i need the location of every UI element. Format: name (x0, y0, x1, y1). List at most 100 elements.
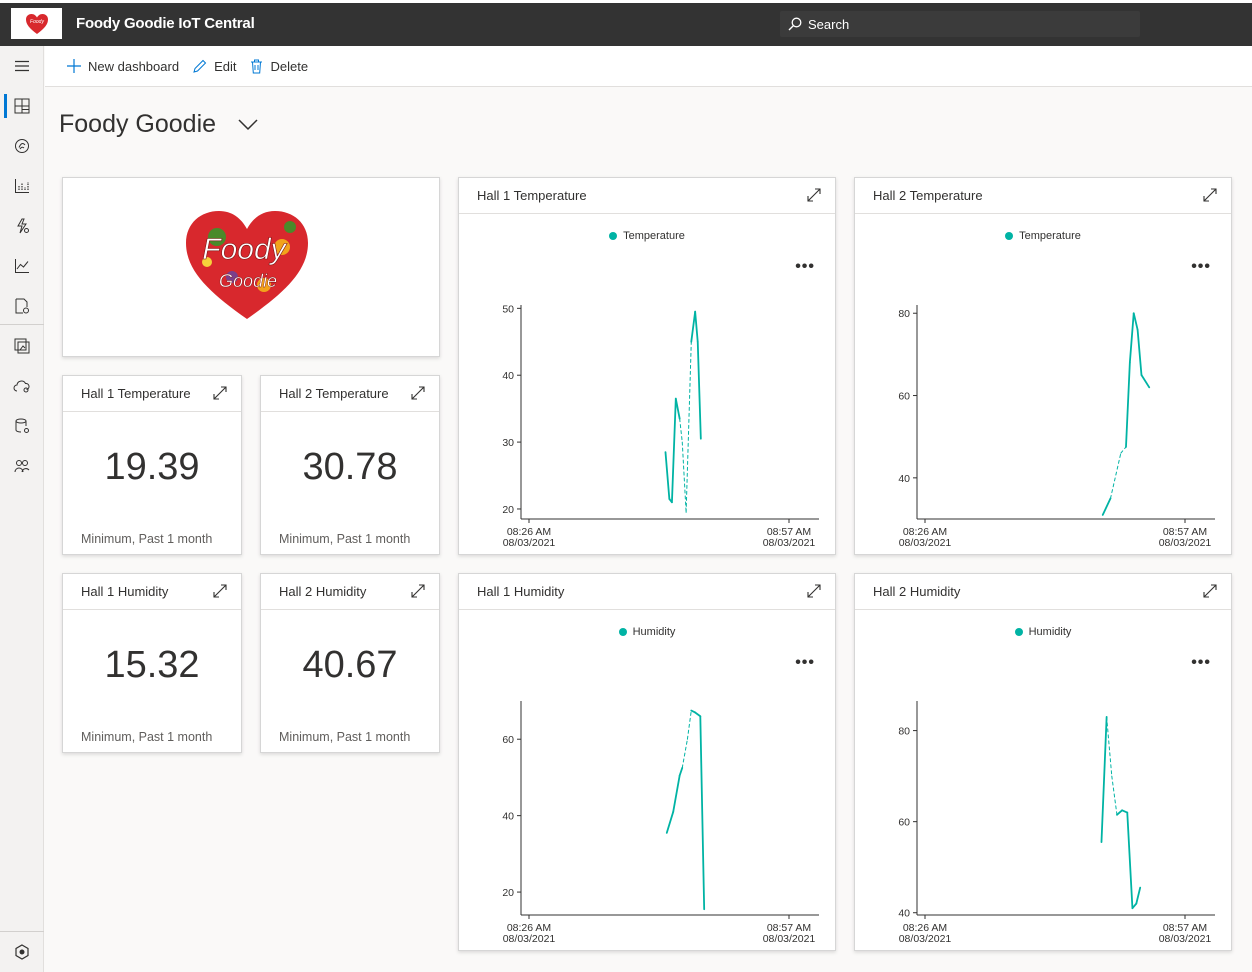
expand-icon[interactable] (807, 584, 821, 598)
left-nav-rail (0, 46, 44, 972)
dashboard-selector[interactable]: Foody Goodie (59, 110, 258, 139)
kpi-value: 15.32 (104, 644, 200, 686)
edit-button[interactable]: Edit (193, 59, 236, 74)
series-segment (1136, 328, 1143, 376)
x-tick-label: 08:57 AM (767, 922, 811, 934)
x-tick-label: 08/03/2021 (1159, 537, 1212, 549)
devices-nav-icon[interactable] (0, 126, 44, 166)
y-tick-label: 80 (898, 726, 910, 738)
series-gap-segment (679, 418, 683, 443)
line-chart-tile: Hall 2 Humidity Humidity ••• 40 60 80 08:26… (854, 573, 1232, 951)
y-tick-label: 40 (502, 811, 514, 823)
tile-title: Hall 2 Temperature (279, 386, 389, 401)
data-export-nav-icon[interactable] (0, 366, 44, 406)
kpi-tile: Hall 1 Temperature 19.39 Minimum, Past 1… (62, 375, 242, 555)
analytics-nav-icon[interactable] (0, 246, 44, 286)
app-title[interactable]: Foody Goodie IoT Central (76, 15, 255, 32)
series-segment (664, 451, 671, 500)
new-dashboard-label: New dashboard (88, 58, 180, 74)
y-tick-label: 60 (898, 391, 910, 403)
top-bar: Foody Foody Goodie IoT Central Search (0, 0, 1252, 46)
y-tick-label: 80 (898, 308, 910, 320)
y-tick-label: 40 (898, 908, 910, 920)
logo-tile: Foody Goodie (62, 177, 440, 357)
hamburger-menu-icon[interactable] (0, 46, 44, 86)
y-tick-label: 40 (502, 370, 514, 382)
chart-legend[interactable]: Temperature (855, 230, 1231, 242)
x-tick-label: 08/03/2021 (899, 537, 952, 549)
series-segment (1121, 809, 1129, 814)
y-tick-label: 60 (502, 734, 514, 746)
trash-icon (251, 59, 263, 73)
chart-legend[interactable]: Humidity (855, 626, 1231, 638)
chart-legend[interactable]: Temperature (459, 230, 835, 242)
kpi-caption: Minimum, Past 1 month (81, 730, 213, 744)
legend-label: Humidity (1028, 626, 1072, 638)
expand-icon[interactable] (807, 188, 821, 202)
expand-icon[interactable] (1203, 188, 1217, 202)
dashboard-nav-icon[interactable] (0, 86, 44, 126)
plus-icon (67, 59, 81, 73)
y-tick-label: 20 (502, 504, 514, 516)
app-logo[interactable]: Foody (11, 8, 62, 39)
edit-label: Edit (214, 58, 237, 74)
more-options-button[interactable]: ••• (795, 258, 815, 275)
device-groups-nav-icon[interactable] (0, 166, 44, 206)
heart-logo-icon: Foody (25, 13, 48, 34)
more-options-button[interactable]: ••• (1191, 258, 1211, 275)
delete-button[interactable]: Delete (250, 59, 308, 74)
series-segment (694, 310, 699, 343)
more-options-button[interactable]: ••• (795, 654, 815, 671)
search-box[interactable]: Search (780, 11, 1140, 37)
foody-goodie-logo: Foody Goodie (186, 211, 308, 319)
kpi-tile: Hall 1 Humidity 15.32 Minimum, Past 1 mo… (62, 573, 242, 753)
series-gap-segment (1110, 452, 1122, 499)
search-icon (788, 17, 802, 31)
expand-icon[interactable] (411, 386, 425, 400)
iot-central-home-icon[interactable] (0, 932, 44, 972)
legend-dot (1014, 628, 1023, 636)
more-options-button[interactable]: ••• (1191, 654, 1211, 671)
rules-nav-icon[interactable] (0, 206, 44, 246)
rail-divider (0, 324, 44, 325)
series-gap-segment (1106, 716, 1113, 777)
jobs-nav-icon[interactable] (0, 286, 44, 326)
chevron-down-icon (238, 118, 258, 130)
expand-icon[interactable] (213, 584, 227, 598)
permissions-nav-icon[interactable] (0, 446, 44, 486)
chart-legend[interactable]: Humidity (459, 626, 835, 638)
new-dashboard-button[interactable]: New dashboard (67, 59, 179, 74)
x-tick-label: 08:26 AM (507, 526, 551, 538)
y-tick-label: 60 (898, 817, 910, 829)
tile-header: Hall 2 Temperature (855, 178, 1231, 214)
x-tick-label: 08:26 AM (903, 922, 947, 934)
search-placeholder: Search (808, 16, 850, 32)
line-chart-tile: Hall 2 Temperature Temperature ••• 40 60 8… (854, 177, 1232, 555)
series-segment (1140, 374, 1151, 389)
series-segment (690, 310, 697, 343)
series-segment (674, 397, 681, 420)
logo-text-goodie: Goodie (219, 271, 277, 291)
series-segment (696, 340, 702, 440)
kpi-caption: Minimum, Past 1 month (81, 532, 213, 546)
expand-icon[interactable] (213, 386, 227, 400)
series-segment (1116, 809, 1124, 816)
legend-label: Humidity (632, 626, 676, 638)
x-tick-label: 08:26 AM (507, 922, 551, 934)
expand-icon[interactable] (1203, 584, 1217, 598)
administration-nav-icon[interactable] (0, 406, 44, 446)
pencil-icon (193, 59, 207, 73)
kpi-caption: Minimum, Past 1 month (279, 730, 411, 744)
series-gap-segment (686, 710, 692, 740)
kpi-value: 19.39 (104, 446, 200, 488)
y-tick-label: 50 (502, 303, 514, 315)
device-templates-nav-icon[interactable] (0, 326, 44, 366)
logo-text-foody: Foody (202, 233, 287, 266)
expand-icon[interactable] (411, 584, 425, 598)
series-segment (1126, 811, 1134, 910)
kpi-value: 30.78 (302, 446, 398, 488)
